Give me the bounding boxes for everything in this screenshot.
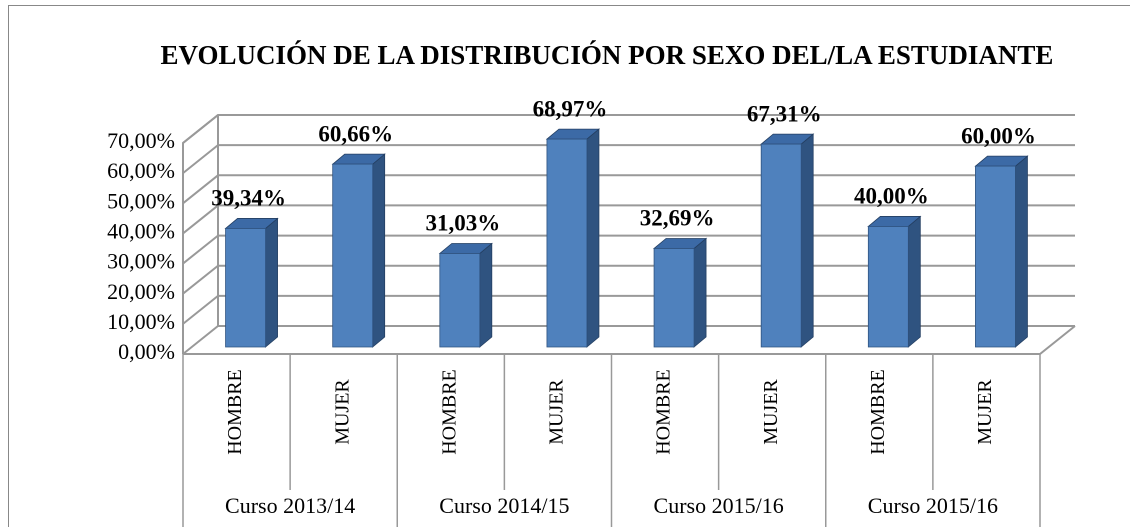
value-label: 31,03% xyxy=(425,211,500,236)
bar xyxy=(545,128,601,348)
bar xyxy=(438,242,493,348)
x-tick-label: MUJER xyxy=(760,379,782,445)
value-label: 68,97% xyxy=(533,96,608,121)
bar xyxy=(224,217,279,348)
x-tick-label: HOMBRE xyxy=(224,369,246,455)
bar-front xyxy=(546,138,588,348)
bar-side xyxy=(693,237,707,348)
bar-side xyxy=(800,133,814,348)
group-label: Curso 2015/16 xyxy=(654,493,784,518)
value-label: 60,66% xyxy=(318,121,393,146)
value-label: 67,31% xyxy=(747,101,822,126)
grid-line xyxy=(182,114,1075,144)
bar-side xyxy=(907,215,921,348)
x-tick-label: MUJER xyxy=(546,379,568,445)
group-label: Curso 2014/15 xyxy=(439,493,569,518)
value-label: 40,00% xyxy=(854,184,929,209)
value-label: 39,34% xyxy=(211,186,286,211)
bar-front xyxy=(975,165,1016,348)
y-tick-label: 0,00% xyxy=(118,339,175,364)
bar-front xyxy=(439,253,481,348)
y-tick-label: 60,00% xyxy=(107,158,175,183)
y-tick-label: 70,00% xyxy=(107,128,175,153)
bar-front xyxy=(653,248,695,348)
x-tick-label: HOMBRE xyxy=(867,369,889,455)
x-tick-label: HOMBRE xyxy=(438,369,460,455)
y-tick-label: 30,00% xyxy=(107,249,175,274)
bar-side xyxy=(479,242,493,348)
bar-side xyxy=(265,217,278,348)
bar xyxy=(867,215,922,348)
bar-side xyxy=(1015,155,1028,348)
bar-front xyxy=(225,228,266,348)
value-label: 60,00% xyxy=(961,123,1036,148)
y-tick-label: 50,00% xyxy=(107,188,175,213)
x-tick-label: HOMBRE xyxy=(653,369,675,455)
x-tick-label: MUJER xyxy=(974,379,996,445)
chart-title: EVOLUCIÓN DE LA DISTRIBUCIÓN POR SEXO DE… xyxy=(161,40,1054,70)
y-tick-label: 10,00% xyxy=(107,309,175,334)
bar-front xyxy=(867,226,909,348)
group-label: Curso 2013/14 xyxy=(225,493,355,518)
bar-side xyxy=(586,128,600,348)
bar-side xyxy=(372,153,386,348)
value-label: 32,69% xyxy=(640,206,715,231)
y-tick-label: 20,00% xyxy=(107,279,175,304)
bar xyxy=(652,237,708,348)
bar xyxy=(760,133,815,348)
bar xyxy=(331,153,386,348)
x-tick-label: MUJER xyxy=(331,379,353,445)
group-label: Curso 2015/16 xyxy=(868,493,998,518)
bar-front xyxy=(332,163,374,348)
bar-front xyxy=(760,143,802,348)
bar xyxy=(974,155,1029,348)
y-tick-label: 40,00% xyxy=(107,218,175,243)
